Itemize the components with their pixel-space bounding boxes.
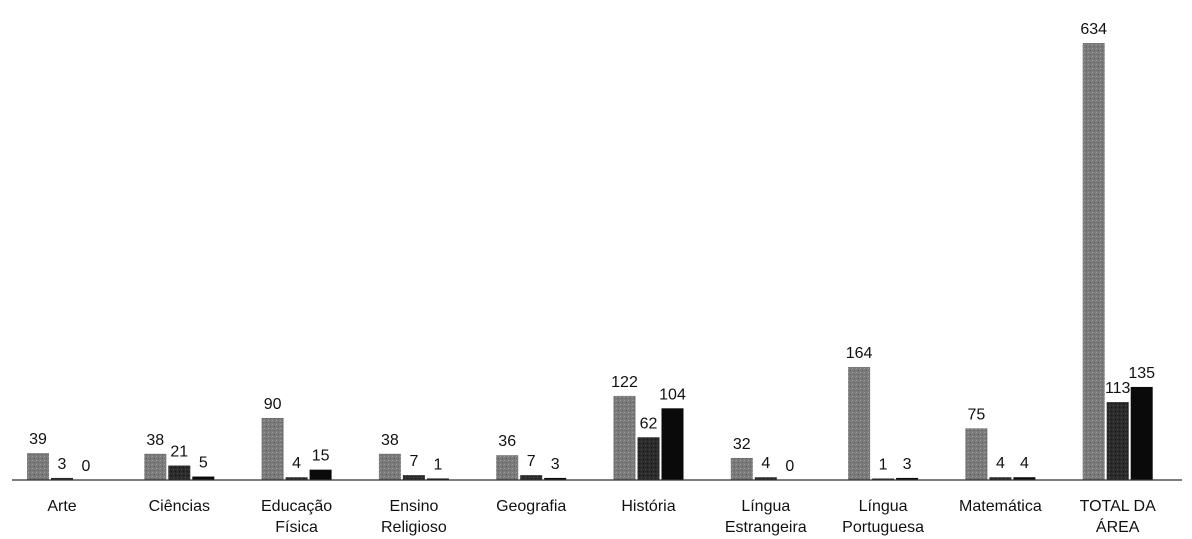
bar-total-da-area-series-3 xyxy=(1130,386,1153,480)
bar-ensino-religioso-series-1 xyxy=(378,453,401,480)
x-tick-labels-layer: Arte Ciências Educação Física Ensino Religios… xyxy=(47,498,1156,536)
bar-arte-series-1 xyxy=(27,453,49,480)
data-label-historia-series-2: 62 xyxy=(640,415,658,432)
data-label-historia-series-3: 104 xyxy=(659,386,686,403)
data-label-ensino-religioso-series-2: 7 xyxy=(409,453,418,470)
data-label-lingua-portuguesa-series-3: 3 xyxy=(903,456,912,473)
data-label-ciencias-series-3: 5 xyxy=(199,455,208,472)
data-label-lingua-estrangeira-series-1: 32 xyxy=(733,436,751,453)
data-label-educacao-fisica-series-1: 90 xyxy=(264,396,282,413)
x-tick-label-total-da-area-line-1: TOTAL DA xyxy=(1080,498,1156,515)
x-tick-label-ensino-religioso-line-2: Religioso xyxy=(381,519,447,536)
data-label-educacao-fisica-series-2: 4 xyxy=(292,455,301,472)
bar-ciencias-series-2 xyxy=(168,465,191,480)
data-label-geografia-series-1: 36 xyxy=(498,433,516,450)
data-label-matematica-series-3: 4 xyxy=(1020,455,1029,472)
bar-matematica-series-1 xyxy=(965,428,988,480)
bar-matematica-series-3 xyxy=(1013,477,1036,480)
data-label-lingua-estrangeira-series-3: 0 xyxy=(785,458,794,475)
x-tick-label-matematica: Matemática xyxy=(959,498,1042,515)
data-label-total-da-area-series-3: 135 xyxy=(1128,365,1155,382)
x-tick-label-educacao-fisica-line-1: Educação xyxy=(261,498,332,515)
bars-layer xyxy=(27,43,1153,480)
data-label-ensino-religioso-series-1: 38 xyxy=(381,432,399,449)
data-label-matematica-series-2: 4 xyxy=(996,455,1005,472)
data-label-educacao-fisica-series-3: 15 xyxy=(312,448,330,465)
bar-educacao-fisica-series-2 xyxy=(285,477,308,480)
bar-ensino-religioso-series-2 xyxy=(402,475,425,480)
x-tick-label-total-da-area-line-2: ÁREA xyxy=(1096,517,1140,536)
bar-total-da-area-series-2 xyxy=(1106,402,1129,480)
bar-lingua-estrangeira-series-2 xyxy=(754,477,777,480)
data-label-arte-series-1: 39 xyxy=(29,431,47,448)
bar-geografia-series-1 xyxy=(496,455,519,480)
data-label-ciencias-series-1: 38 xyxy=(146,432,164,449)
data-label-geografia-series-2: 7 xyxy=(527,453,536,470)
x-tick-label-lingua-estrangeira-line-2: Estrangeira xyxy=(725,519,807,536)
bar-lingua-portuguesa-series-3 xyxy=(896,477,919,480)
bar-historia-series-2 xyxy=(637,437,660,480)
bar-ensino-religioso-series-3 xyxy=(426,478,449,480)
x-tick-label-lingua-estrangeira-line-1: Língua xyxy=(741,498,790,515)
bar-geografia-series-2 xyxy=(520,475,543,480)
data-label-total-da-area-series-1: 634 xyxy=(1080,21,1107,38)
x-tick-label-lingua-portuguesa-line-1: Língua xyxy=(859,498,908,515)
bar-geografia-series-3 xyxy=(544,477,567,480)
data-label-lingua-portuguesa-series-2: 1 xyxy=(879,457,888,474)
bar-educacao-fisica-series-1 xyxy=(261,417,284,480)
x-tick-label-historia: História xyxy=(621,498,675,515)
bar-lingua-portuguesa-series-1 xyxy=(848,366,871,480)
x-tick-label-ciencias: Ciências xyxy=(149,498,210,515)
bar-educacao-fisica-series-3 xyxy=(309,469,332,480)
x-tick-label-ensino-religioso-line-1: Ensino xyxy=(389,498,438,515)
data-label-ciencias-series-2: 21 xyxy=(170,444,188,461)
data-label-total-da-area-series-2: 113 xyxy=(1105,380,1131,397)
data-label-lingua-portuguesa-series-1: 164 xyxy=(846,345,873,362)
bar-historia-series-3 xyxy=(661,408,684,480)
bar-matematica-series-2 xyxy=(989,477,1012,480)
bar-ciencias-series-1 xyxy=(144,453,167,480)
x-tick-label-geografia: Geografia xyxy=(496,498,566,515)
bar-total-da-area-series-1 xyxy=(1082,43,1105,480)
data-label-lingua-estrangeira-series-2: 4 xyxy=(761,455,770,472)
bar-lingua-estrangeira-series-1 xyxy=(730,457,753,480)
bar-historia-series-1 xyxy=(613,395,636,480)
x-tick-label-lingua-portuguesa-line-2: Portuguesa xyxy=(842,519,924,536)
data-label-arte-series-3: 0 xyxy=(82,458,91,475)
data-label-historia-series-1: 122 xyxy=(611,374,638,391)
x-tick-label-educacao-fisica-line-2: Física xyxy=(275,519,318,536)
x-tick-label-arte: Arte xyxy=(47,498,76,515)
data-label-ensino-religioso-series-3: 1 xyxy=(433,457,442,474)
data-label-arte-series-2: 3 xyxy=(58,456,67,473)
bar-ciencias-series-3 xyxy=(192,476,215,480)
bar-arte-series-2 xyxy=(51,477,73,480)
data-label-geografia-series-3: 3 xyxy=(551,456,560,473)
bar-lingua-portuguesa-series-2 xyxy=(872,478,895,480)
data-label-matematica-series-1: 75 xyxy=(968,406,986,423)
